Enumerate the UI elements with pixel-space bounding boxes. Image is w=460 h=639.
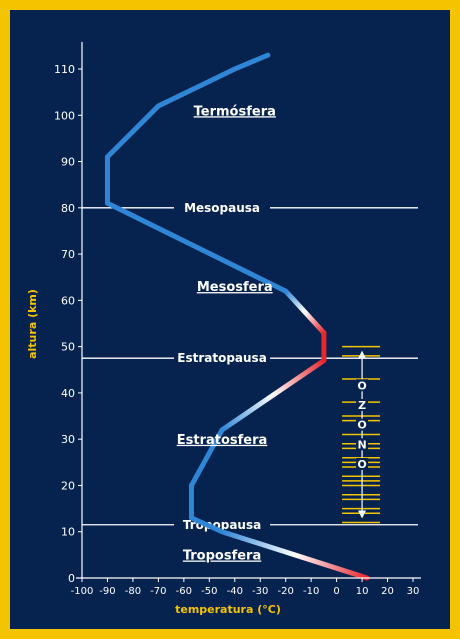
layer-label: Mesosfera xyxy=(197,280,273,295)
x-tick-label: -100 xyxy=(71,586,94,597)
y-tick-label: 90 xyxy=(61,156,75,169)
y-tick-label: 110 xyxy=(54,63,75,76)
boundary-label-bg xyxy=(174,349,271,366)
boundary-label: Mesopausa xyxy=(184,201,260,215)
x-tick-label: -90 xyxy=(99,586,115,597)
profile-segment xyxy=(283,288,327,336)
ozone-letter: O xyxy=(357,419,366,432)
profile-segment xyxy=(188,427,225,488)
layer-labels: Termósfera Mesosfera Estratosfera Troposfer… xyxy=(177,104,276,563)
y-tick-label: 30 xyxy=(61,433,75,446)
ozone-letter: O xyxy=(357,458,366,471)
x-tick-label: 20 xyxy=(381,586,394,597)
temperature-profile xyxy=(104,52,370,581)
x-tick-label: -80 xyxy=(125,586,141,597)
layer-label: Termósfera xyxy=(194,104,276,119)
boundary-label-bg xyxy=(174,198,271,215)
ozone-letter-bg xyxy=(356,398,369,411)
ozone-arrow-down xyxy=(358,510,367,519)
profile-segment xyxy=(232,52,271,72)
x-tick-label: -10 xyxy=(303,586,319,597)
y-axis-label: altura (km) xyxy=(26,289,39,359)
ozone-letter-bg xyxy=(356,379,369,392)
ozone-arrow-up xyxy=(358,350,367,359)
ozone-letter-bg xyxy=(356,438,369,451)
profile-segment xyxy=(188,515,225,535)
y-tick-label: 70 xyxy=(61,248,75,261)
profile-segment xyxy=(104,200,289,294)
ozone-letter: O xyxy=(357,379,366,392)
y-tick-label: 50 xyxy=(61,341,75,354)
profile-segment xyxy=(219,358,327,433)
ozone-letter-bg xyxy=(356,457,369,470)
x-axis-label: temperatura (°C) xyxy=(175,603,281,616)
ozone-letter: Z xyxy=(358,399,366,412)
x-tick-label: 0 xyxy=(333,586,339,597)
x-tick-label: -30 xyxy=(252,586,268,597)
x-tick-label: -70 xyxy=(150,586,166,597)
x-tick-label: -60 xyxy=(176,586,192,597)
y-tick-label: 100 xyxy=(54,109,75,122)
y-tick-label: 20 xyxy=(61,479,75,492)
ozone-letter: N xyxy=(357,438,366,451)
profile-segment xyxy=(155,66,238,109)
y-tick-label: 60 xyxy=(61,294,75,307)
boundary-label: Estratopausa xyxy=(177,351,267,365)
layer-label: Estratosfera xyxy=(177,433,268,448)
x-tick-label: -50 xyxy=(201,586,217,597)
y-tick-label: 40 xyxy=(61,387,75,400)
x-tick-label: 10 xyxy=(356,586,369,597)
x-tick-label: -40 xyxy=(227,586,243,597)
y-tick-label: 80 xyxy=(61,202,75,215)
y-tick-label: 0 xyxy=(68,572,75,585)
layer-label: Troposfera xyxy=(183,548,261,563)
y-tick-label: 10 xyxy=(61,526,75,539)
x-tick-label: 30 xyxy=(407,586,420,597)
profile-segment xyxy=(104,103,161,160)
x-tick-label: -20 xyxy=(278,586,294,597)
ozone-letter-bg xyxy=(356,418,369,431)
profile-segment xyxy=(219,529,370,581)
